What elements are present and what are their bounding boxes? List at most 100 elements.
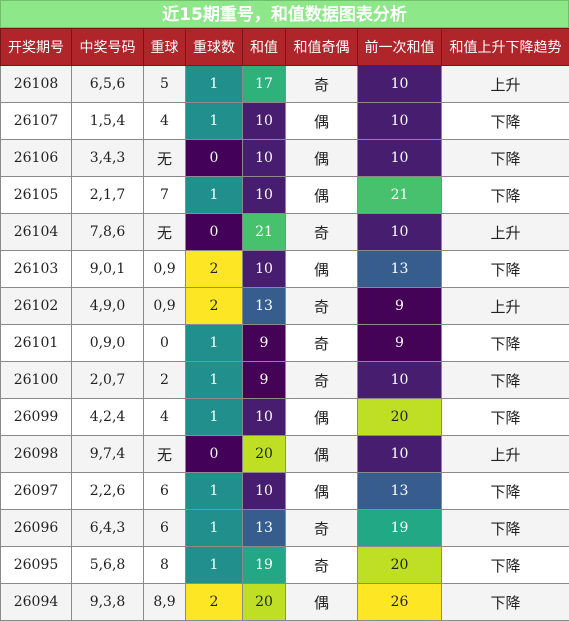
prev-sum-cell: 10	[358, 66, 442, 103]
period-cell: 26098	[1, 436, 72, 473]
trend-cell: 下降	[442, 473, 569, 510]
trend-cell: 下降	[442, 325, 569, 362]
repeat-count-cell: 1	[186, 399, 243, 436]
numbers-cell: 2,0,7	[72, 362, 144, 399]
header-row: 开奖期号中奖号码重球重球数和值和值奇偶前一次和值和值上升下降趋势	[1, 29, 569, 66]
numbers-cell: 2,2,6	[72, 473, 144, 510]
repeat-count-cell: 0	[186, 140, 243, 177]
numbers-cell: 9,7,4	[72, 436, 144, 473]
repeat-count-cell: 1	[186, 473, 243, 510]
prev-sum-cell: 21	[358, 177, 442, 214]
sum-cell: 21	[243, 214, 286, 251]
numbers-cell: 4,2,4	[72, 399, 144, 436]
period-cell: 26105	[1, 177, 72, 214]
repeat-cell: 无	[144, 214, 186, 251]
parity-cell: 偶	[286, 177, 358, 214]
header-repeat: 重球	[144, 29, 186, 66]
prev-sum-cell: 9	[358, 325, 442, 362]
trend-cell: 上升	[442, 66, 569, 103]
repeat-count-cell: 1	[186, 325, 243, 362]
repeat-cell: 4	[144, 399, 186, 436]
parity-cell: 偶	[286, 140, 358, 177]
parity-cell: 奇	[286, 214, 358, 251]
repeat-count-cell: 1	[186, 547, 243, 584]
period-cell: 26107	[1, 103, 72, 140]
repeat-cell: 0	[144, 325, 186, 362]
repeat-count-cell: 2	[186, 251, 243, 288]
parity-cell: 奇	[286, 547, 358, 584]
numbers-cell: 5,6,8	[72, 547, 144, 584]
period-cell: 26099	[1, 399, 72, 436]
numbers-cell: 9,0,1	[72, 251, 144, 288]
prev-sum-cell: 9	[358, 288, 442, 325]
sum-cell: 10	[243, 399, 286, 436]
trend-cell: 下降	[442, 362, 569, 399]
period-cell: 26097	[1, 473, 72, 510]
prev-sum-cell: 10	[358, 103, 442, 140]
trend-cell: 下降	[442, 251, 569, 288]
prev-sum-cell: 13	[358, 251, 442, 288]
repeat-cell: 8	[144, 547, 186, 584]
header-parity: 和值奇偶	[286, 29, 358, 66]
numbers-cell: 2,1,7	[72, 177, 144, 214]
header-period: 开奖期号	[1, 29, 72, 66]
sum-cell: 17	[243, 66, 286, 103]
repeat-cell: 6	[144, 510, 186, 547]
repeat-cell: 2	[144, 362, 186, 399]
header-trend: 和值上升下降趋势	[442, 29, 569, 66]
prev-sum-cell: 10	[358, 214, 442, 251]
numbers-cell: 6,5,6	[72, 66, 144, 103]
numbers-cell: 1,5,4	[72, 103, 144, 140]
numbers-cell: 9,3,8	[72, 584, 144, 621]
sum-cell: 10	[243, 251, 286, 288]
trend-cell: 下降	[442, 103, 569, 140]
repeat-count-cell: 1	[186, 66, 243, 103]
header-sum: 和值	[243, 29, 286, 66]
parity-cell: 偶	[286, 584, 358, 621]
trend-cell: 下降	[442, 177, 569, 214]
sum-cell: 13	[243, 288, 286, 325]
sum-cell: 20	[243, 584, 286, 621]
parity-cell: 奇	[286, 510, 358, 547]
prev-sum-cell: 26	[358, 584, 442, 621]
repeat-cell: 无	[144, 140, 186, 177]
header-repeat-count: 重球数	[186, 29, 243, 66]
trend-cell: 上升	[442, 436, 569, 473]
period-cell: 26108	[1, 66, 72, 103]
repeat-cell: 0,9	[144, 288, 186, 325]
sum-cell: 19	[243, 547, 286, 584]
sum-cell: 9	[243, 325, 286, 362]
repeat-count-cell: 1	[186, 103, 243, 140]
period-cell: 26096	[1, 510, 72, 547]
trend-cell: 下降	[442, 140, 569, 177]
prev-sum-cell: 13	[358, 473, 442, 510]
repeat-cell: 0,9	[144, 251, 186, 288]
period-cell: 26102	[1, 288, 72, 325]
sum-cell: 10	[243, 140, 286, 177]
period-cell: 26100	[1, 362, 72, 399]
sum-cell: 9	[243, 362, 286, 399]
numbers-cell: 7,8,6	[72, 214, 144, 251]
header-prev-sum: 前一次和值	[358, 29, 442, 66]
period-cell: 26104	[1, 214, 72, 251]
sum-cell: 10	[243, 103, 286, 140]
parity-cell: 奇	[286, 288, 358, 325]
sum-cell: 20	[243, 436, 286, 473]
numbers-cell: 3,4,3	[72, 140, 144, 177]
parity-cell: 偶	[286, 103, 358, 140]
parity-cell: 偶	[286, 436, 358, 473]
repeat-count-cell: 1	[186, 362, 243, 399]
sum-cell: 13	[243, 510, 286, 547]
period-cell: 26106	[1, 140, 72, 177]
prev-sum-cell: 10	[358, 140, 442, 177]
repeat-count-cell: 2	[186, 584, 243, 621]
repeat-count-cell: 2	[186, 288, 243, 325]
prev-sum-cell: 20	[358, 547, 442, 584]
trend-cell: 下降	[442, 399, 569, 436]
